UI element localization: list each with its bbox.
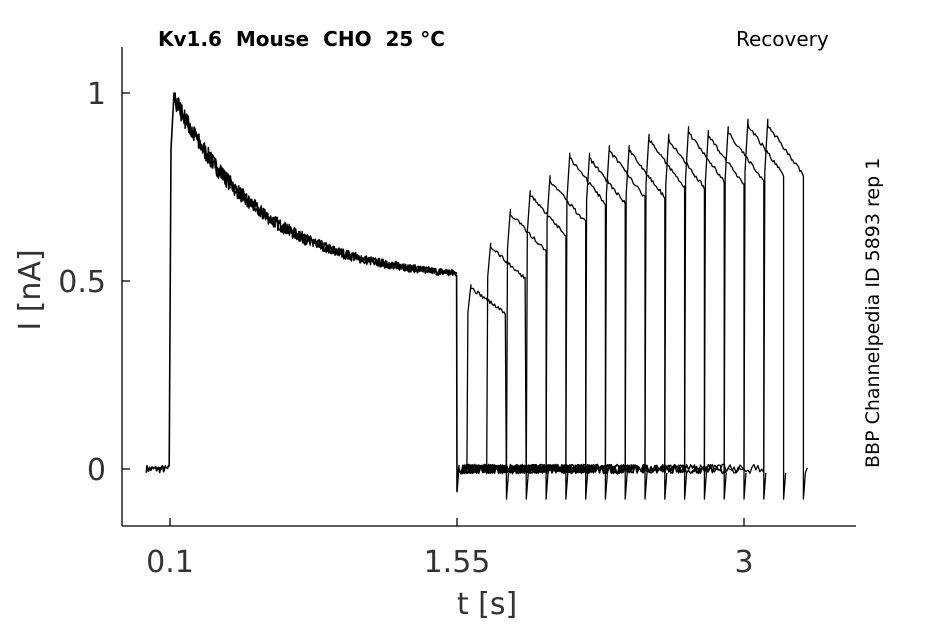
recovery-sweep-11	[458, 133, 708, 500]
conditioning-pulse-trace	[145, 92, 460, 493]
x-tick-label: 3	[734, 545, 753, 580]
traces-group	[145, 92, 808, 500]
recovery-sweep-7	[458, 152, 628, 500]
protocol-label: Recovery	[736, 27, 829, 51]
conditioning-pulse-overlay	[175, 97, 458, 277]
x-tick-label: 1.55	[424, 545, 491, 580]
x-tick-label: 0.1	[146, 545, 194, 580]
recovery-sweep-1	[458, 284, 510, 500]
y-tick-label: 1	[87, 77, 106, 112]
recovery-sweep-9	[458, 144, 668, 500]
recovery-sweep-12	[458, 126, 727, 500]
recovery-sweep-2	[458, 242, 529, 500]
recovery-sweep-10	[458, 133, 688, 500]
recovery-sweep-4	[458, 190, 569, 500]
recovery-sweep-16	[458, 118, 808, 500]
source-id-label: BBP Channelpedia ID 5893 rep 1	[862, 157, 884, 468]
recovery-sweep-3	[458, 208, 549, 500]
chart-title: Kv1.6 Mouse CHO 25 °C	[158, 27, 445, 51]
ticks-group: 0.1 1.55 3 0 0.5 1	[58, 77, 753, 580]
y-axis-label: I [nA]	[13, 249, 48, 330]
y-tick-label: 0	[87, 453, 106, 488]
y-tick-label: 0.5	[58, 265, 106, 300]
x-axis-label: t [s]	[457, 587, 517, 622]
recovery-sweep-5	[458, 175, 589, 500]
